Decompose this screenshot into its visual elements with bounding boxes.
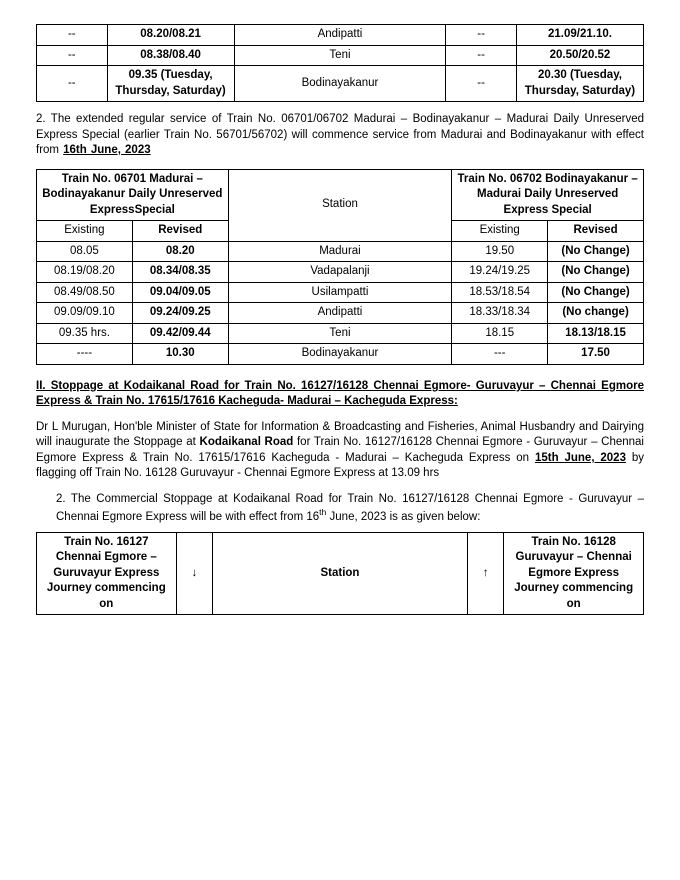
cell: ---- [37, 344, 133, 365]
table-row: 09.35 hrs. 09.42/09.44 Teni 18.15 18.13/… [37, 323, 644, 344]
cell: 20.50/20.52 [516, 45, 643, 66]
cell: -- [37, 66, 108, 102]
cell: -- [446, 45, 517, 66]
cell: 08.38/08.40 [107, 45, 234, 66]
cell: 17.50 [548, 344, 644, 365]
cell: 08.19/08.20 [37, 262, 133, 283]
down-arrow-icon: ↓ [176, 532, 212, 615]
numbered-item-stoppage: 2. The Commercial Stoppage at Kodaikanal… [56, 492, 644, 526]
cell: 09.04/09.05 [132, 282, 228, 303]
cell: 09.24/09.25 [132, 303, 228, 324]
cell: (No Change) [548, 282, 644, 303]
schedule-table-3: Train No. 16127 Chennai Egmore – Guruvay… [36, 532, 644, 616]
table-header-row: Train No. 16127 Chennai Egmore – Guruvay… [37, 532, 644, 615]
cell: (No Change) [548, 241, 644, 262]
header-station: Station [213, 532, 468, 615]
sub: Existing [452, 221, 548, 242]
section-heading-2: II. Stoppage at Kodaikanal Road for Trai… [36, 379, 644, 410]
cell: (No Change) [548, 262, 644, 283]
table-row: -- 08.20/08.21 Andipatti -- 21.09/21.10. [37, 25, 644, 46]
cell: 18.33/18.34 [452, 303, 548, 324]
schedule-table-2: Train No. 06701 Madurai – Bodinayakanur … [36, 169, 644, 365]
table-row: 09.09/09.10 09.24/09.25 Andipatti 18.33/… [37, 303, 644, 324]
cell: Usilampatti [228, 282, 452, 303]
cell: 09.42/09.44 [132, 323, 228, 344]
cell: 20.30 (Tuesday, Thursday, Saturday) [516, 66, 643, 102]
header-station: Station [228, 169, 452, 241]
date-bold: 16th June, 2023 [63, 144, 151, 156]
header-right: Train No. 06702 Bodinayakanur – Madurai … [452, 169, 644, 221]
cell: 18.53/18.54 [452, 282, 548, 303]
cell: Andipatti [234, 25, 446, 46]
schedule-table-1: -- 08.20/08.21 Andipatti -- 21.09/21.10.… [36, 24, 644, 102]
cell: Madurai [228, 241, 452, 262]
cell: (No change) [548, 303, 644, 324]
cell: 19.24/19.25 [452, 262, 548, 283]
paragraph-inauguration: Dr L Murugan, Hon'ble Minister of State … [36, 420, 644, 482]
bold-date: 15th June, 2023 [535, 452, 626, 464]
sub: Revised [132, 221, 228, 242]
table-row: ---- 10.30 Bodinayakanur --- 17.50 [37, 344, 644, 365]
up-arrow-icon: ↑ [467, 532, 503, 615]
cell: 21.09/21.10. [516, 25, 643, 46]
cell: -- [37, 45, 108, 66]
header-right: Train No. 16128 Guruvayur – Chennai Egmo… [504, 532, 644, 615]
cell: 08.20 [132, 241, 228, 262]
cell: Bodinayakanur [228, 344, 452, 365]
cell: 08.34/08.35 [132, 262, 228, 283]
cell: 18.15 [452, 323, 548, 344]
cell: 10.30 [132, 344, 228, 365]
cell: 08.49/08.50 [37, 282, 133, 303]
table-row: 08.05 08.20 Madurai 19.50 (No Change) [37, 241, 644, 262]
cell: 09.35 (Tuesday, Thursday, Saturday) [107, 66, 234, 102]
cell: Andipatti [228, 303, 452, 324]
table-row: -- 09.35 (Tuesday, Thursday, Saturday) B… [37, 66, 644, 102]
sub: Existing [37, 221, 133, 242]
header-left: Train No. 06701 Madurai – Bodinayakanur … [37, 169, 229, 221]
cell: --- [452, 344, 548, 365]
table-header-row: Train No. 06701 Madurai – Bodinayakanur … [37, 169, 644, 221]
cell: Teni [234, 45, 446, 66]
header-left: Train No. 16127 Chennai Egmore – Guruvay… [37, 532, 177, 615]
cell: Vadapalanji [228, 262, 452, 283]
table-row: 08.19/08.20 08.34/08.35 Vadapalanji 19.2… [37, 262, 644, 283]
sub: Revised [548, 221, 644, 242]
paragraph-service-extension: 2. The extended regular service of Train… [36, 112, 644, 159]
text: June, 2023 is as given below: [326, 511, 480, 523]
table-row: -- 08.38/08.40 Teni -- 20.50/20.52 [37, 45, 644, 66]
cell: -- [446, 66, 517, 102]
cell: 08.20/08.21 [107, 25, 234, 46]
cell: -- [37, 25, 108, 46]
cell: 09.09/09.10 [37, 303, 133, 324]
cell: Bodinayakanur [234, 66, 446, 102]
cell: 08.05 [37, 241, 133, 262]
cell: -- [446, 25, 517, 46]
table-row: 08.49/08.50 09.04/09.05 Usilampatti 18.5… [37, 282, 644, 303]
cell: 19.50 [452, 241, 548, 262]
cell: 09.35 hrs. [37, 323, 133, 344]
cell: Teni [228, 323, 452, 344]
bold-location: Kodaikanal Road [200, 436, 294, 448]
cell: 18.13/18.15 [548, 323, 644, 344]
